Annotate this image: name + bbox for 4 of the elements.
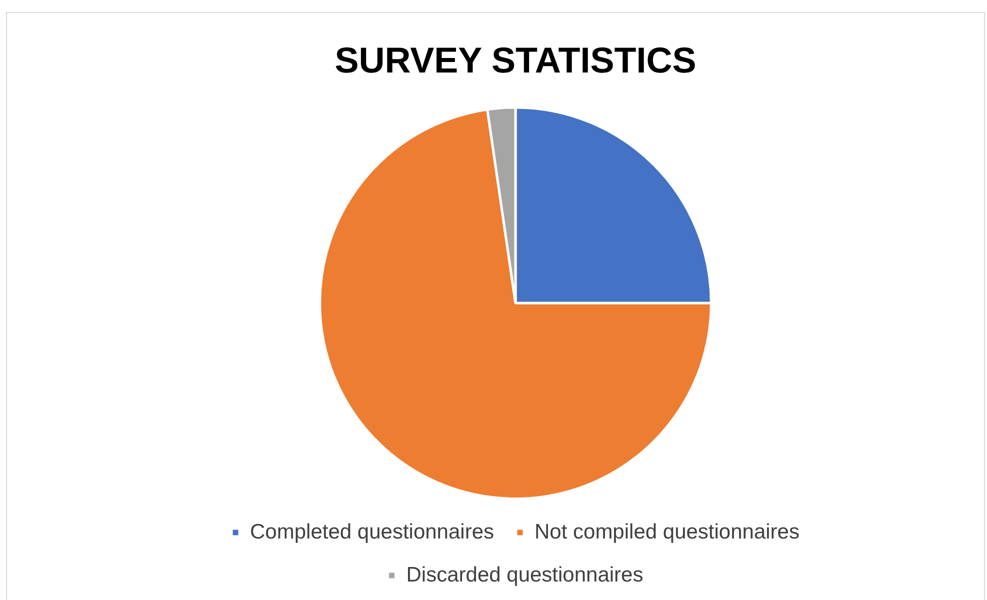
legend-label: Completed questionnaires: [250, 520, 494, 544]
chart-title: SURVEY STATISTICS: [334, 40, 696, 81]
legend-label: Discarded questionnaires: [406, 563, 644, 586]
legend-label: Not compiled questionnaires: [534, 520, 800, 544]
